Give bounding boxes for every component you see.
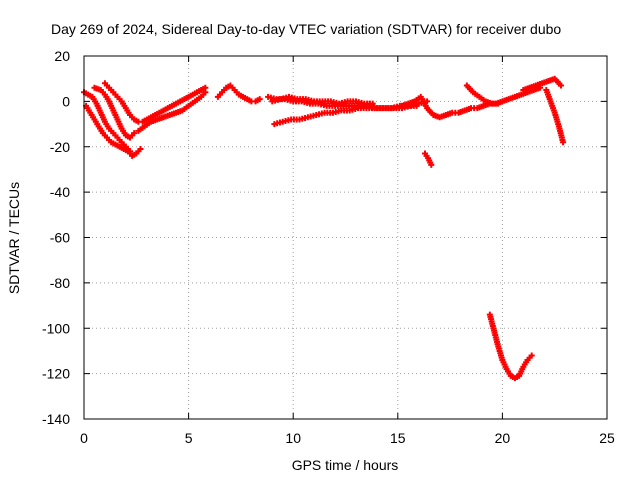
series-arc12 [520, 75, 564, 94]
y-tick-label: -80 [50, 275, 70, 291]
data-point [131, 130, 138, 137]
y-tick-label: 20 [54, 48, 70, 64]
series-arc11 [463, 82, 502, 107]
x-axis-label: GPS time / hours [292, 457, 399, 473]
data-point [413, 102, 420, 109]
data-point [202, 89, 209, 96]
series-arc2 [83, 102, 144, 159]
x-tick-label: 0 [80, 430, 88, 446]
y-tick-label: -40 [50, 184, 70, 200]
data-point [428, 161, 435, 168]
plot-frame [83, 55, 608, 420]
series-arc5 [135, 89, 209, 134]
data-point [528, 352, 535, 359]
x-tick-label: 25 [599, 430, 615, 446]
y-tick-label: -120 [42, 366, 70, 382]
chart-title: Day 269 of 2024, Sidereal Day-to-day VTE… [51, 21, 561, 37]
y-tick-label: -140 [42, 411, 70, 427]
data-point [560, 139, 567, 146]
data-point [137, 146, 144, 153]
grid-lines [84, 56, 607, 419]
series-arc6 [214, 82, 263, 105]
x-tick-label: 15 [390, 430, 406, 446]
series-arc8 [271, 102, 420, 128]
series-arc14 [421, 150, 435, 168]
tick-labels: 0 5 10 15 20 25 20 0 -20 -40 -60 -80 -100 -120 -140 [42, 48, 615, 446]
y-tick-label: -60 [50, 230, 70, 246]
series-arc9 [269, 93, 376, 107]
series-arc3 [91, 84, 138, 141]
data-points [81, 75, 567, 382]
y-tick-label: -100 [42, 320, 70, 336]
data-point [495, 100, 502, 107]
data-point [256, 96, 263, 103]
y-tick-label: 0 [62, 93, 70, 109]
series-arc13 [543, 87, 567, 146]
x-tick-label: 10 [285, 430, 301, 446]
x-tick-label: 5 [185, 430, 193, 446]
x-tick-label: 20 [495, 430, 511, 446]
y-axis-label: SDTVAR / TECUs [6, 182, 22, 294]
y-tick-label: -20 [50, 139, 70, 155]
data-point [369, 100, 376, 107]
data-point [557, 82, 564, 89]
series-arc15 [486, 311, 535, 382]
